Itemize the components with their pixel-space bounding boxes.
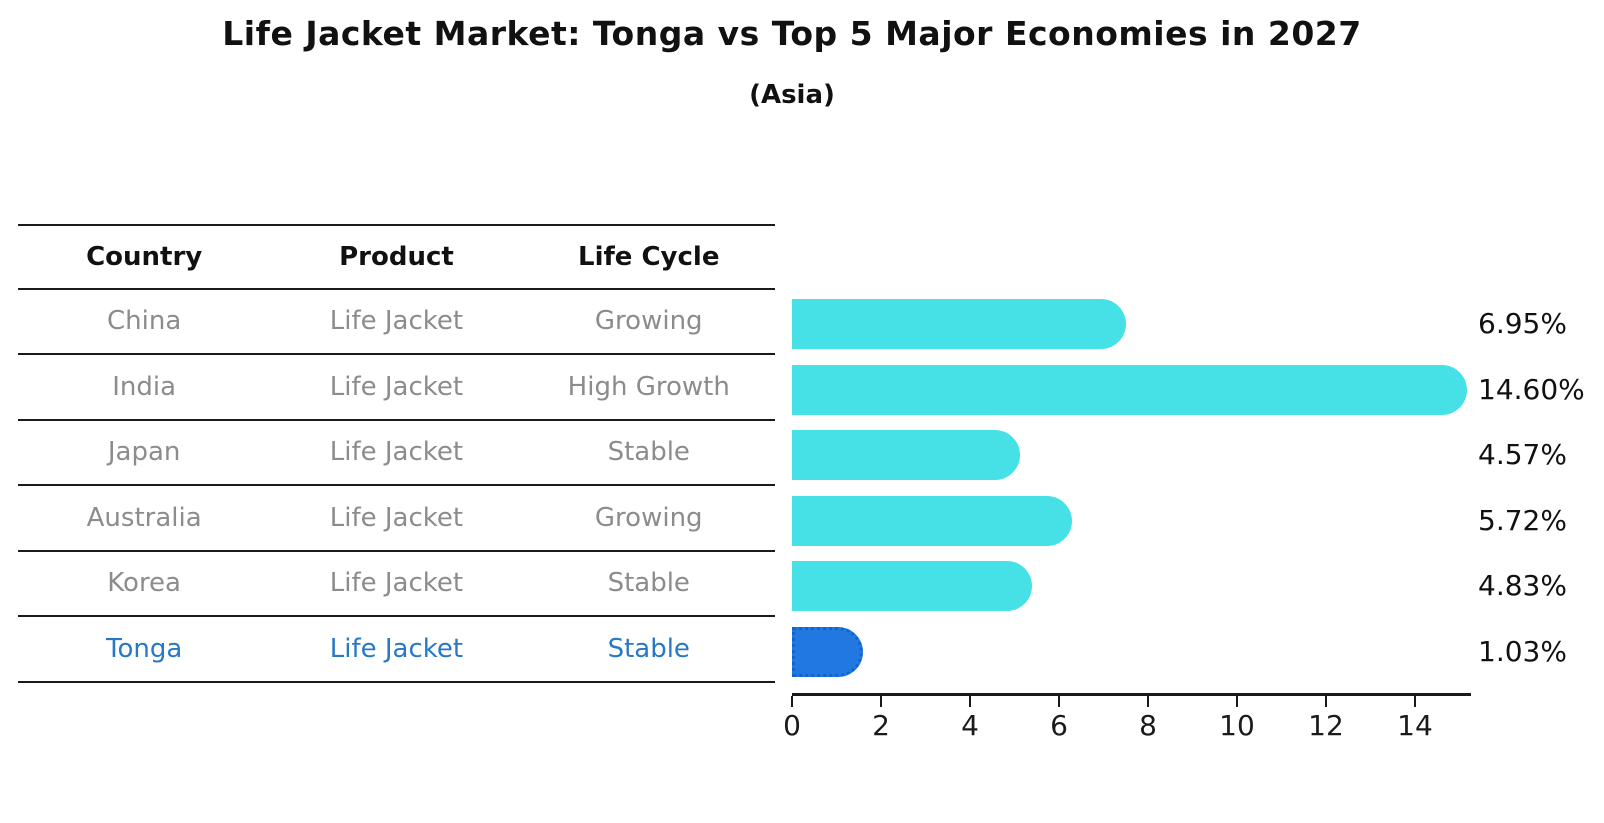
x-axis-tick-label: 2 <box>872 709 890 742</box>
table-row-japan: Japan Life Jacket Stable <box>18 421 775 486</box>
table-body: China Life Jacket Growing India Life Jacket H… <box>18 290 775 683</box>
bar-value-label-china: 6.95% <box>1478 307 1567 340</box>
bar-tonga <box>792 626 863 677</box>
table-cell-country: Korea <box>107 568 181 599</box>
x-axis-tick <box>1058 696 1060 707</box>
table-cell-product: Life Jacket <box>329 437 464 468</box>
bar-value-label-tonga: 1.03% <box>1478 634 1567 668</box>
table-header-row: Country Product Life Cycle <box>18 224 775 290</box>
x-axis-tick <box>791 696 793 707</box>
table-row-korea: Korea Life Jacket Stable <box>18 552 775 617</box>
x-axis-tick <box>1414 696 1416 707</box>
bar-korea <box>792 561 1032 611</box>
chart-title: Life Jacket Market: Tonga vs Top 5 Major… <box>222 14 1362 53</box>
x-axis-tick <box>1147 696 1149 707</box>
table-cell-product: Life Jacket <box>329 568 464 599</box>
table-header-country: Country <box>86 241 203 272</box>
bar-value-label-australia: 5.72% <box>1478 503 1567 537</box>
bar-plot: 6.95% 14.60% 4.57% 5.72% 4.83% 1.03% 0 2 4 6 8 10 12… <box>783 289 1604 823</box>
table-header-life-cycle: Life Cycle <box>578 241 720 272</box>
bar-value-label-japan: 4.57% <box>1478 438 1567 471</box>
table-cell-country: India <box>112 371 177 402</box>
data-table: Country Product Life Cycle China Life Jac… <box>18 224 775 683</box>
x-axis-tick <box>880 696 882 707</box>
bar-china <box>792 299 1127 349</box>
table-cell-product: Life Jacket <box>329 633 464 664</box>
table-cell-life-cycle: Stable <box>607 437 690 468</box>
table-cell-product: Life Jacket <box>329 306 464 337</box>
table-row-australia: Australia Life Jacket Growing <box>18 486 775 552</box>
chart-subtitle: (Asia) <box>749 80 835 110</box>
table-cell-life-cycle: Stable <box>607 633 690 664</box>
bar-value-label-korea: 4.83% <box>1478 569 1567 602</box>
bar-australia <box>792 495 1072 546</box>
x-axis-tick-label: 6 <box>1050 709 1068 742</box>
table-cell-country: Tonga <box>106 633 183 664</box>
table-cell-product: Life Jacket <box>329 371 464 402</box>
table-cell-life-cycle: High Growth <box>567 371 730 402</box>
table-row-china: China Life Jacket Growing <box>18 290 775 355</box>
table-cell-life-cycle: Growing <box>594 306 703 337</box>
table-cell-product: Life Jacket <box>329 502 464 533</box>
x-axis-tick <box>969 696 971 707</box>
table-header-product: Product <box>339 241 454 272</box>
x-axis-tick-label: 4 <box>961 709 979 742</box>
x-axis-tick-label: 0 <box>783 709 801 742</box>
table-cell-life-cycle: Growing <box>594 502 703 533</box>
x-axis-tick-label: 8 <box>1139 709 1157 742</box>
table-cell-country: Japan <box>107 437 181 468</box>
table-cell-country: Australia <box>86 502 202 533</box>
x-axis-tick <box>1236 696 1238 707</box>
table-cell-country: China <box>107 306 182 337</box>
x-axis-tick-label: 12 <box>1308 709 1344 742</box>
bar-value-label-india: 14.60% <box>1478 372 1585 406</box>
table-row-india: India Life Jacket High Growth <box>18 355 775 421</box>
x-axis-line <box>792 693 1471 696</box>
x-axis-tick-label: 14 <box>1397 709 1433 742</box>
bar-india <box>792 364 1467 415</box>
table-row-tonga: Tonga Life Jacket Stable <box>18 617 775 683</box>
table-cell-life-cycle: Stable <box>607 568 690 599</box>
x-axis-tick-label: 10 <box>1219 709 1255 742</box>
bar-japan <box>792 430 1021 480</box>
x-axis-tick <box>1325 696 1327 707</box>
